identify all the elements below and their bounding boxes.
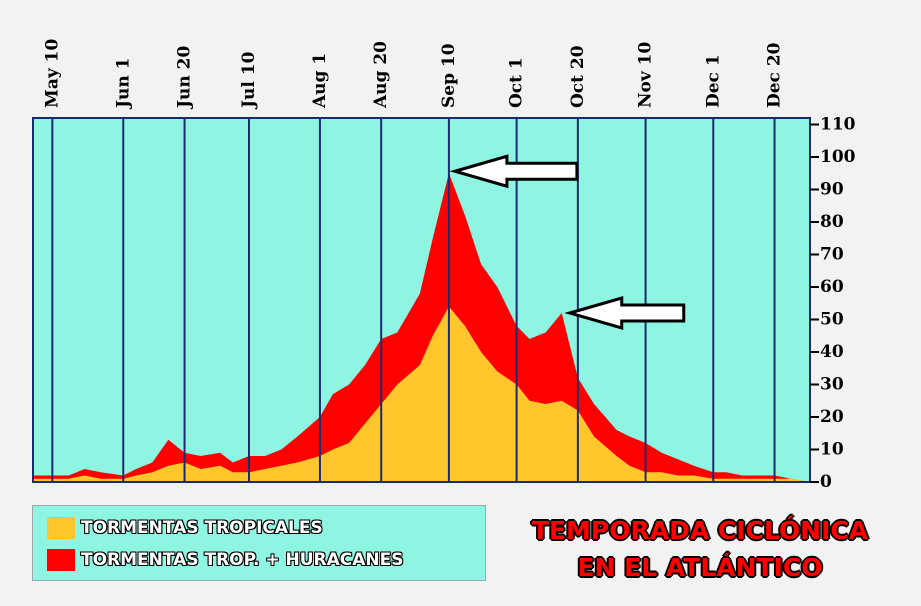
y-tick-label: 70	[820, 245, 844, 265]
y-tick-label: 0	[820, 472, 832, 492]
chart-title-line-2: EN EL ATLÁNTICO	[577, 553, 823, 582]
x-tick-label: Jun 1	[113, 57, 133, 110]
y-tick-label: 30	[820, 375, 844, 395]
chart-title: TEMPORADA CICLÓNICA EN EL ATLÁNTICO	[500, 512, 900, 586]
chart-title-line-1: TEMPORADA CICLÓNICA	[531, 516, 869, 545]
legend-item-storms-hurricanes: TORMENTAS TROP. + HURACANES	[47, 548, 404, 572]
x-tick-label: Sep 10	[439, 43, 459, 108]
arrow-annotation-secondary-peak	[564, 296, 686, 330]
y-tick-label: 20	[820, 407, 844, 427]
y-tick-label: 100	[820, 147, 856, 167]
series-area-storms-hurricanes	[33, 173, 810, 483]
x-tick-label: Jun 20	[175, 45, 195, 110]
legend-label-storms-hurricanes: TORMENTAS TROP. + HURACANES	[81, 550, 404, 570]
legend-swatch-tropical-storms	[47, 517, 75, 539]
x-tick-label: Aug 1	[310, 53, 330, 109]
y-tick-label: 110	[820, 115, 856, 135]
x-tick-label: Oct 20	[568, 45, 588, 108]
x-tick-label: May 10	[42, 39, 62, 108]
y-tick-label: 60	[820, 277, 844, 297]
y-tick-label: 50	[820, 310, 844, 330]
arrow-annotation-peak	[449, 154, 579, 189]
x-tick-label: Jul 10	[239, 51, 259, 110]
legend-item-tropical-storms: TORMENTAS TROPICALES	[47, 516, 323, 540]
legend: TORMENTAS TROPICALES TORMENTAS TROP. + H…	[32, 505, 486, 581]
x-tick-label: Oct 1	[507, 57, 527, 108]
y-tick-label: 80	[820, 212, 844, 232]
y-tick-label: 10	[820, 440, 844, 460]
x-tick-label: Dec 1	[703, 54, 723, 108]
x-tick-label: Aug 20	[371, 41, 391, 109]
x-tick-label: Dec 20	[765, 42, 785, 108]
plot-frame	[32, 117, 811, 483]
y-tick-label: 40	[820, 342, 844, 362]
series-area-tropical-storms	[33, 306, 810, 482]
x-tick-label: Nov 10	[636, 41, 656, 108]
chart: May 10 Jun 1 Jun 20 Jul 10 Aug 1 Aug 20 Sep 10…	[32, 39, 856, 492]
y-tick-label: 90	[820, 180, 844, 200]
legend-label-tropical-storms: TORMENTAS TROPICALES	[81, 518, 323, 538]
legend-swatch-storms-hurricanes	[47, 549, 75, 571]
